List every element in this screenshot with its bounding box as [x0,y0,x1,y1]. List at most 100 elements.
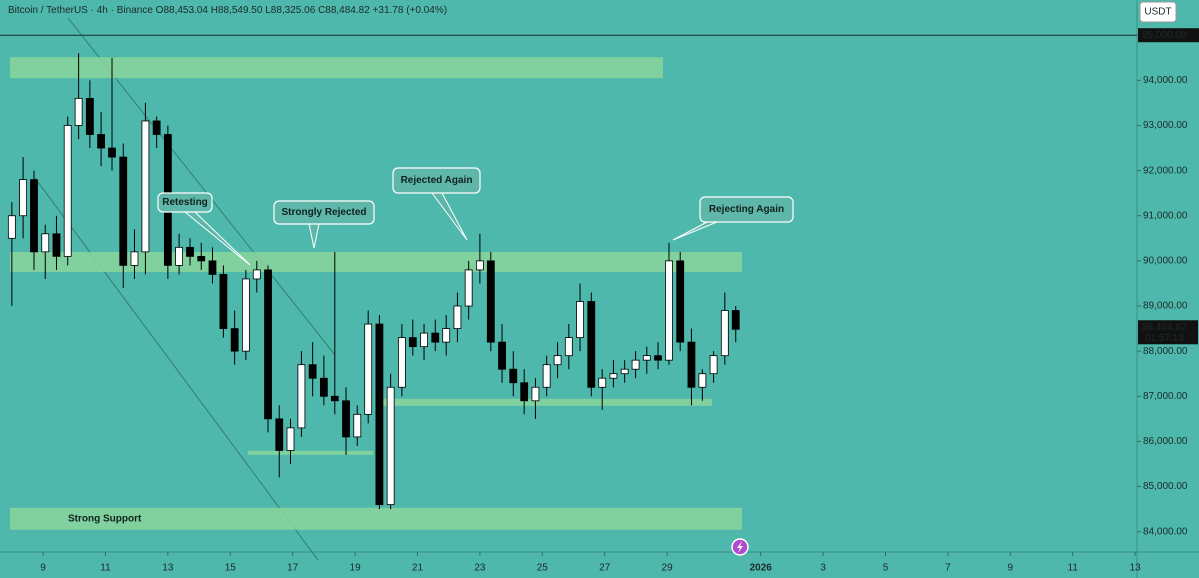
candle-body [119,156,128,266]
zone [378,398,713,406]
x-tick-label: 13 [162,563,174,574]
zone [9,251,742,272]
y-tick-label: 84,000.00 [1143,526,1188,537]
candle-body [420,332,428,348]
y-tick-label: 85,000.00 [1143,481,1188,492]
candle-body [375,323,384,506]
candle-body [353,413,362,438]
x-tick-label: 2026 [750,563,773,574]
x-tick-label: 3 [820,563,826,574]
candle-body [186,246,194,257]
candle-body [509,368,518,384]
callout-label: Rejected Again [401,175,473,186]
callout-pointer [308,223,320,249]
callout [273,200,375,225]
candle-body [587,301,596,388]
candle-body [731,310,740,330]
y-tick-label: 94,000.00 [1143,75,1188,86]
trend-line [34,177,319,561]
chart-title: Bitcoin / TetherUS · 4h · Binance O88,45… [8,5,447,16]
candle-body [41,233,50,253]
callout-pointer [184,211,251,266]
candle-body [642,355,651,361]
callout-label: Retesting [162,197,208,208]
candle-body [598,377,607,388]
candle-body [564,337,573,357]
candle-body [431,332,440,343]
candle-body [576,301,584,339]
y-tick-label: 89,000.00 [1143,301,1188,312]
x-tick-label: 25 [537,563,549,574]
candle-body [97,134,105,149]
y-tick-label: 93,000.00 [1143,120,1188,131]
price-line-label: 95,000.00 [1142,30,1187,41]
candle-body [486,260,495,343]
event-icon-bolt [737,541,743,553]
candle-body [620,368,629,375]
x-tick-label: 19 [350,563,362,574]
candle-body [698,373,707,388]
candle-body [219,274,228,329]
candle-body [241,278,250,352]
candle-body [130,251,139,266]
candle-body [397,337,406,388]
countdown: 01:57:13 [1145,333,1184,344]
candle-body [230,328,239,352]
candle-body [654,355,662,361]
x-tick-label: 23 [474,563,486,574]
y-tick-label: 91,000.00 [1143,210,1188,221]
x-tick-label: 17 [287,563,299,574]
last-price-box [1138,320,1198,345]
candle-body [720,310,729,357]
candle-body [286,427,295,451]
candle-body [609,373,618,379]
candle-body [498,341,506,370]
candle-body [342,400,350,438]
zone [9,57,664,79]
candle-body [464,269,473,307]
candle-body [631,359,640,370]
high-legend: H88,549.50 [211,5,263,16]
callout-label: Strongly Rejected [281,207,366,218]
currency-label[interactable]: USDT [1144,7,1171,18]
y-tick-label: 86,000.00 [1143,436,1188,447]
candle-body [308,364,317,379]
y-tick-label: 90,000.00 [1143,256,1188,267]
candle-body [520,382,529,402]
candle-body [52,233,61,257]
candle-body [175,246,183,266]
candle-body [197,255,206,262]
currency-button[interactable] [1139,1,1177,23]
x-tick-label: 15 [225,563,237,574]
y-tick-label: 88,000.00 [1143,346,1188,357]
callout [699,196,794,223]
candle-body [7,215,16,239]
y-tick-label: 87,000.00 [1143,391,1188,402]
candle-body [19,179,27,217]
candle-body [542,364,551,388]
candle-body [475,260,484,271]
symbol: Bitcoin / TetherUS · 4h · Binance [8,5,153,16]
x-tick-label: 29 [662,563,674,574]
x-tick-label: 7 [945,563,951,574]
candle-body [453,305,462,329]
candle-body [141,120,150,253]
callout [392,167,481,194]
x-tick-label: 21 [412,563,424,574]
candle-body [709,355,718,375]
last-price-label: 88,484.82 [1142,322,1187,333]
candle-body [676,260,685,343]
price-line-box [1138,28,1199,43]
x-tick-label: 9 [40,563,46,574]
x-tick-label: 11 [1068,563,1079,574]
callout [157,192,213,213]
change-legend: +31.78 (+0.04%) [373,5,448,16]
candle-body [208,260,217,275]
zone-label: Strong Support [68,514,142,525]
candle-body [687,341,696,388]
candle-body [108,147,116,158]
candle-body [531,386,540,402]
candle-body [275,418,284,451]
